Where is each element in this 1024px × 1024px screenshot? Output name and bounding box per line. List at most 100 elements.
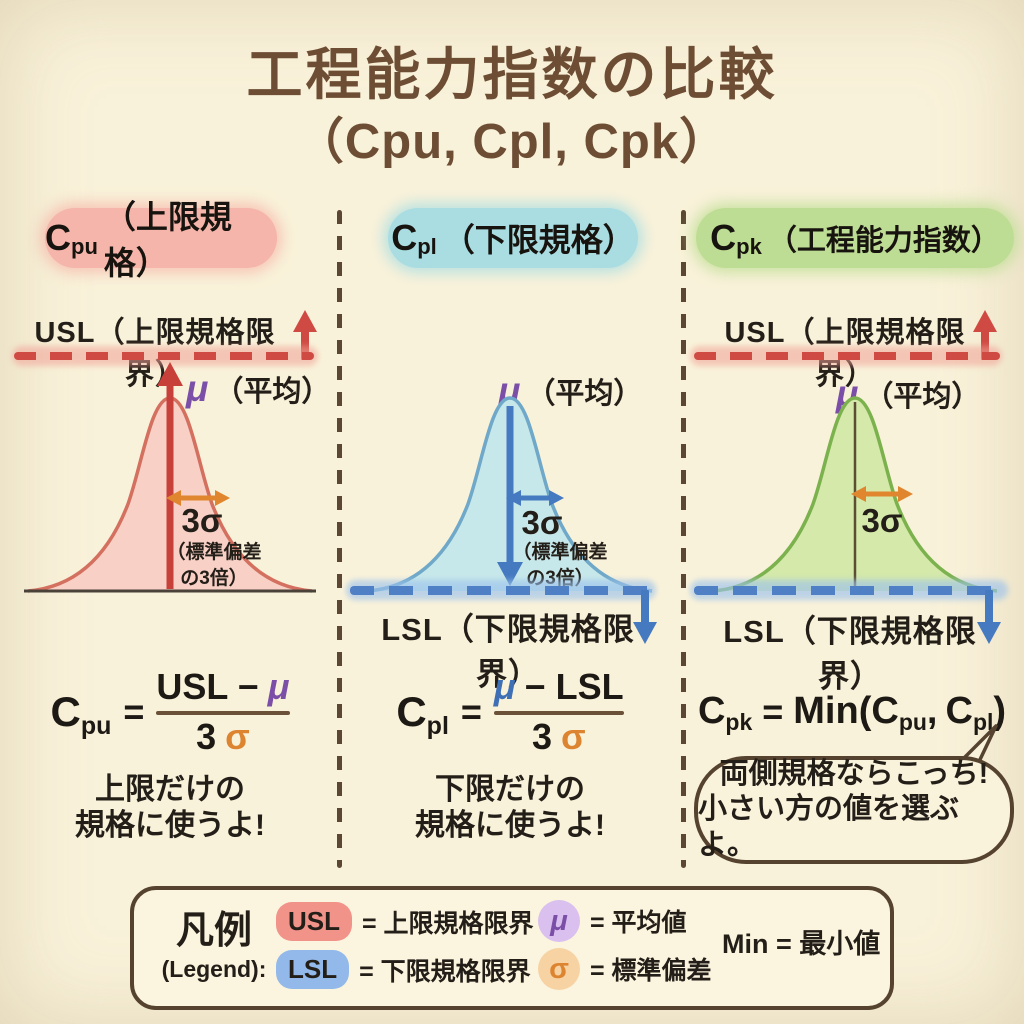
sigma-arrow-head-left <box>506 490 521 506</box>
arg1-base: C <box>871 690 899 732</box>
curve-outline <box>712 396 998 593</box>
cpk-lsl-dashed-line <box>694 586 1004 595</box>
cpk-lsl-label: LSL（下限規格限界） <box>723 614 977 694</box>
cpu-sigma-note: （標準偏差 の3倍） <box>152 540 276 591</box>
cpu-header-subscript: pu <box>71 234 98 259</box>
arg1-sub: pu <box>898 709 927 735</box>
cpl-three-sigma-label: 3σ <box>521 504 563 541</box>
cpu-header-label: （上限規格） <box>103 199 232 281</box>
cpk-header-subscript: pk <box>736 234 762 259</box>
legend-item-sigma: σ = 標準偏差 <box>538 948 712 990</box>
divider-right <box>681 210 686 868</box>
arg2-base: C <box>945 690 973 732</box>
divider-left <box>337 210 342 868</box>
sigma-arrow-head-right <box>549 490 564 506</box>
mu-symbol: μ <box>186 368 209 409</box>
close-paren: ) <box>993 690 1007 732</box>
arrow-head <box>973 310 997 332</box>
legend-box: 凡例 (Legend): USL = 上限規格限界 LSL = 下限規格限界 μ… <box>130 886 894 1010</box>
cpu-usl-dashed-line <box>14 352 314 360</box>
cpl-lsl-label: LSL（下限規格限界） <box>381 612 635 692</box>
sigma-note-line1: （標準偏差 <box>166 542 262 563</box>
sigma-pill: σ <box>538 948 580 990</box>
cpl-bell-curve <box>367 396 653 593</box>
lhs-base: C <box>697 690 726 732</box>
sigma-note-line2: の3倍） <box>180 567 248 589</box>
bubble-line1: 両側規格ならこっち! <box>719 757 989 790</box>
legend-title: 凡例 <box>175 910 252 952</box>
cpk-three-sigma-label: 3σ <box>861 502 903 539</box>
cpk-usl-dashed-line <box>694 352 1000 360</box>
arrow-head <box>633 622 657 644</box>
note-line2: 規格に使うよ! <box>75 809 265 842</box>
lhs-sub: pl <box>426 712 449 740</box>
min-function: Min( <box>793 690 872 732</box>
lhs-base: C <box>396 688 427 735</box>
numerator-mu: μ <box>267 666 290 707</box>
sigma-arrow-head-left <box>166 490 181 506</box>
cpu-mean-label: μ （平均） <box>186 368 330 410</box>
equals-sign: = <box>762 690 784 732</box>
cpu-header-symbol: C <box>45 217 71 258</box>
mu-pill: μ <box>538 900 580 942</box>
lhs-sub: pu <box>80 712 112 740</box>
equals-sign: = <box>460 691 482 732</box>
sigma-arrow-head-left <box>851 486 866 502</box>
numerator-mu: μ <box>493 666 516 707</box>
legend-item-lsl: LSL = 下限規格限界 <box>276 950 531 989</box>
denominator-coeff: 3 <box>531 716 552 757</box>
numerator-text: USL − <box>156 666 259 707</box>
cpk-bell-curve <box>712 396 998 593</box>
legend-subtitle: (Legend): <box>161 956 267 982</box>
denominator-coeff: 3 <box>196 716 217 757</box>
numerator-text: − LSL <box>524 666 624 707</box>
sigma-note-line1: （標準偏差 <box>512 542 608 563</box>
sigma-arrow-head-right <box>215 490 230 506</box>
lsl-description: = 下限規格限界 <box>359 957 531 986</box>
cpl-header-symbol: C <box>391 217 418 258</box>
cpl-mean-label: μ （平均） <box>498 370 642 412</box>
arg2-sub: pl <box>972 709 994 735</box>
cpu-note: 上限だけの 規格に使うよ! <box>20 772 320 844</box>
legend-item-mu: μ = 平均値 <box>538 900 687 942</box>
usl-pill: USL <box>276 902 352 941</box>
lsl-down-arrow-icon <box>977 590 1001 644</box>
mean-arrow-head <box>157 362 183 386</box>
curve-outline <box>367 396 653 593</box>
cpl-header-label: （下限規格） <box>442 222 635 258</box>
mean-arrow-head <box>497 562 523 586</box>
cpk-header-symbol: C <box>710 217 737 258</box>
denominator-sigma: σ <box>225 716 250 757</box>
cpl-header-subscript: pl <box>417 234 437 259</box>
usl-description: = 上限規格限界 <box>362 909 534 938</box>
note-line1: 下限だけの <box>435 773 585 806</box>
denominator-sigma: σ <box>560 716 586 757</box>
numerator: μ − LSL <box>494 666 624 708</box>
cpl-lsl-dashed-line <box>350 586 652 595</box>
page-subtitle: （Cpu, Cpl, Cpk） <box>294 115 730 169</box>
lhs-base: C <box>50 688 81 735</box>
lsl-pill: LSL <box>276 950 350 989</box>
fraction-bar <box>493 711 624 715</box>
cpk-header-label: （工程能力指数） <box>767 225 1000 257</box>
cpu-bell-curve <box>24 362 316 593</box>
mu-text: （平均） <box>864 381 981 413</box>
mu-text: （平均） <box>214 376 331 408</box>
legend-title-group: 凡例 (Legend): <box>158 912 270 983</box>
cpk-speech-bubble: 両側規格ならこっち! 小さい方の値を選ぶよ。 <box>694 756 1014 864</box>
page-title: 工程能力指数の比較 <box>246 43 778 106</box>
arrow-head <box>977 622 1001 644</box>
